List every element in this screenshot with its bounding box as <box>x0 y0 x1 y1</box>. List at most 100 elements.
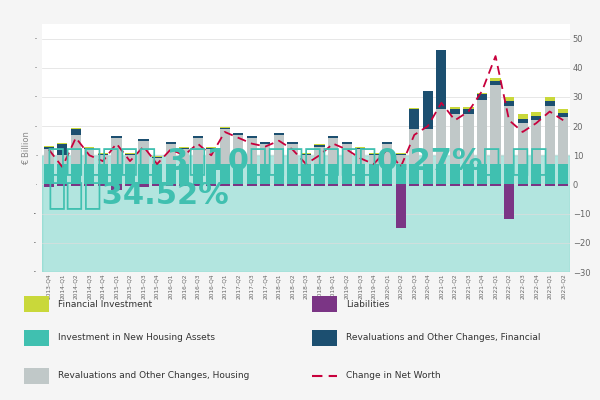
Bar <box>287 184 298 186</box>
Change in Net Worth <box>492 54 499 58</box>
Bar <box>220 184 230 186</box>
Bar <box>179 164 189 184</box>
Bar <box>166 144 176 164</box>
Bar <box>233 135 244 164</box>
Change in Net Worth <box>397 164 404 169</box>
Bar <box>301 164 311 184</box>
Change in Net Worth <box>424 124 431 128</box>
Bar <box>233 134 244 135</box>
Bar <box>328 184 338 186</box>
Bar <box>355 150 365 164</box>
Bar <box>545 164 555 184</box>
Bar <box>139 184 149 187</box>
Bar <box>247 184 257 186</box>
Bar <box>247 138 257 164</box>
Bar <box>85 147 94 148</box>
Bar <box>423 91 433 129</box>
Change in Net Worth <box>45 147 52 152</box>
Change in Net Worth <box>505 118 512 123</box>
Bar <box>477 94 487 100</box>
Bar <box>42 155 570 272</box>
Bar <box>44 164 54 184</box>
Bar <box>71 135 81 164</box>
Bar <box>504 184 514 220</box>
Bar <box>112 136 122 138</box>
Change in Net Worth <box>316 153 323 158</box>
Bar <box>301 153 311 154</box>
Bar <box>504 101 514 106</box>
Bar <box>355 148 365 150</box>
Bar <box>531 164 541 184</box>
Bar <box>558 164 568 184</box>
Bar <box>423 164 433 184</box>
Bar <box>531 116 541 120</box>
Bar <box>152 184 162 186</box>
Bar <box>112 164 122 184</box>
Bar <box>57 164 67 184</box>
Change in Net Worth <box>154 162 161 166</box>
Change in Net Worth <box>478 89 485 94</box>
Bar <box>477 164 487 184</box>
Bar <box>490 164 500 184</box>
Bar <box>247 136 257 138</box>
Bar <box>395 184 406 228</box>
Bar <box>193 184 203 186</box>
Change in Net Worth <box>275 138 283 143</box>
Change in Net Worth <box>72 135 79 140</box>
Bar <box>341 184 352 186</box>
Bar <box>220 128 230 129</box>
Bar <box>504 164 514 184</box>
Text: Revaluations and Other Changes, Financial: Revaluations and Other Changes, Financia… <box>346 333 541 342</box>
Text: Revaluations and Other Changes, Housing: Revaluations and Other Changes, Housing <box>58 371 250 380</box>
Change in Net Worth <box>560 118 567 123</box>
Bar <box>558 117 568 164</box>
Bar <box>57 143 67 144</box>
Change in Net Worth <box>59 164 66 169</box>
Bar <box>152 158 162 164</box>
Bar <box>558 109 568 113</box>
Bar <box>287 164 298 184</box>
Bar <box>436 50 446 109</box>
Bar <box>545 106 555 164</box>
Bar <box>436 164 446 184</box>
Bar <box>247 164 257 184</box>
Bar <box>179 148 189 150</box>
Bar <box>287 144 298 164</box>
Text: Financial Investment: Financial Investment <box>58 300 152 309</box>
Bar <box>220 127 230 128</box>
Y-axis label: € Billion: € Billion <box>22 131 31 165</box>
Line: Change in Net Worth: Change in Net Worth <box>49 56 563 167</box>
Change in Net Worth <box>86 153 93 158</box>
Change in Net Worth <box>546 109 553 114</box>
Bar <box>166 184 176 186</box>
Bar <box>220 129 230 164</box>
Bar <box>355 184 365 186</box>
Bar <box>166 164 176 184</box>
Change in Net Worth <box>208 153 215 158</box>
Bar <box>139 139 149 141</box>
Bar <box>301 155 311 164</box>
Bar <box>179 150 189 164</box>
Change in Net Worth <box>451 118 458 123</box>
Bar <box>477 92 487 94</box>
Bar <box>206 184 217 186</box>
Change in Net Worth <box>289 147 296 152</box>
Bar <box>125 184 135 186</box>
Change in Net Worth <box>167 147 174 152</box>
Bar <box>274 164 284 184</box>
Bar <box>341 144 352 164</box>
Change in Net Worth <box>465 109 472 114</box>
Bar <box>260 142 271 144</box>
Bar <box>314 144 325 145</box>
Bar <box>382 142 392 144</box>
Bar <box>206 164 217 184</box>
Bar <box>545 97 555 101</box>
Bar <box>518 184 527 186</box>
Bar <box>409 129 419 164</box>
Bar <box>44 150 54 164</box>
Bar <box>125 153 135 154</box>
Change in Net Worth <box>194 141 201 146</box>
Bar <box>545 184 555 186</box>
Bar <box>518 119 527 123</box>
Bar <box>490 78 500 81</box>
